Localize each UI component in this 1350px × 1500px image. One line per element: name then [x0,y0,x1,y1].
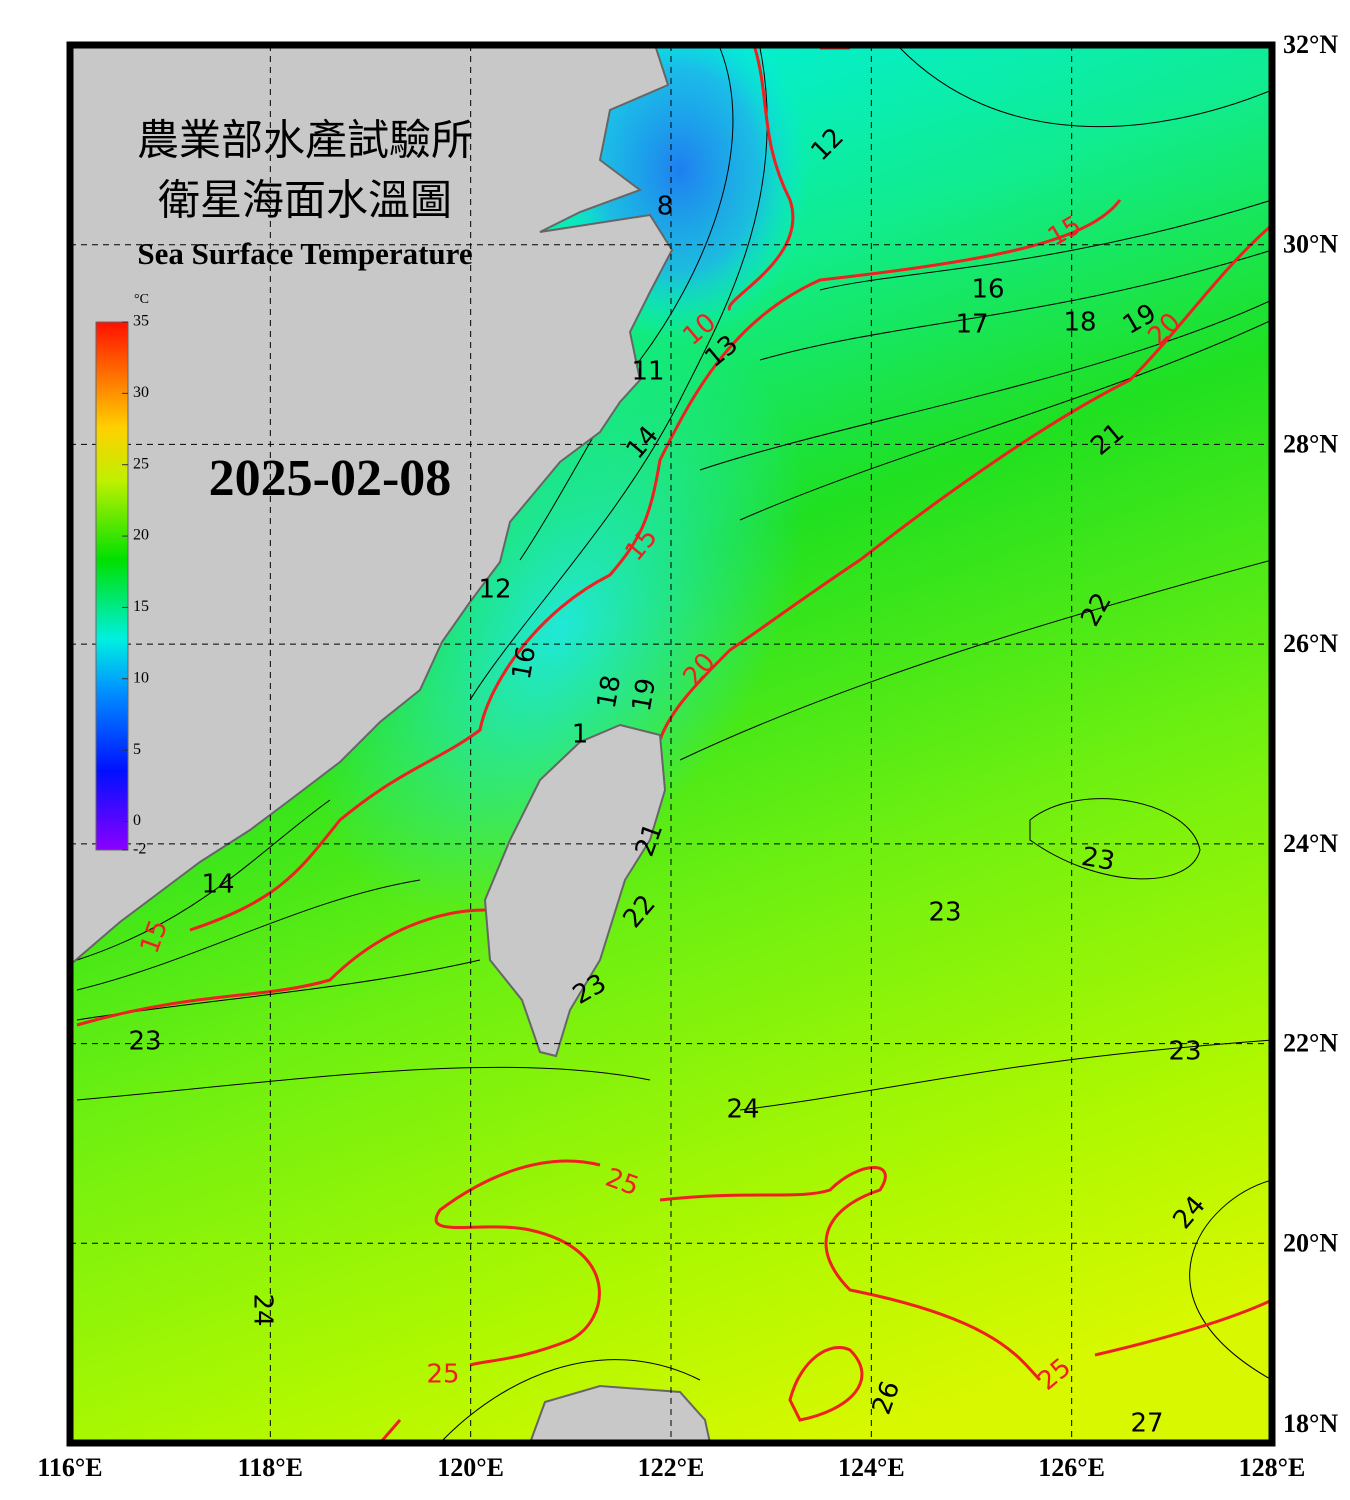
y-tick-label: 20°N [1283,1228,1338,1257]
x-tick-label: 126°E [1038,1453,1105,1482]
contour-label: 23 [1168,1037,1201,1067]
contour-label: 25 [426,1360,459,1390]
subtitle: 衛星海面水溫圖 [158,179,452,225]
contour-label: 18 [1063,308,1096,338]
y-tick-label: 18°N [1283,1409,1338,1438]
colorbar-tick-label: 35 [133,313,149,330]
y-tick-label: 24°N [1283,829,1338,858]
contour-label: 16 [507,644,542,682]
contour-label: 12 [478,575,511,605]
colorbar-tick-label: 15 [133,598,149,615]
contour-label: 8 [657,192,674,222]
contour-label: 18 [592,673,627,711]
x-tick-label: 118°E [238,1453,303,1482]
contour-label: 27 [1130,1409,1163,1439]
map-frame [66,41,1276,1447]
colorbar-tick-label: 10 [133,669,149,686]
contour-label: 11 [631,357,664,387]
contour-label: 23 [928,898,961,928]
contour-label: 24 [248,1293,278,1326]
colorbar-unit: °C [134,292,149,307]
contour-label: 24 [726,1095,759,1125]
land-luzon [528,1384,712,1443]
contour-label: 14 [201,870,234,900]
colorbar-tick-label: 30 [133,384,149,401]
contour-label: 1 [572,720,589,750]
y-tick-label: 30°N [1283,230,1338,259]
title-en: Sea Surface Temperature [137,236,472,271]
contour-label: 19 [627,676,662,714]
y-tick-label: 26°N [1283,629,1338,658]
contour-label: 23 [128,1027,161,1057]
land-taiwan [483,723,667,1058]
colorbar-tick-label: 25 [133,455,149,472]
x-tick-label: 128°E [1239,1453,1306,1482]
land-china [70,45,674,967]
colorbar-tick-label: 5 [133,741,141,758]
x-tick-label: 124°E [838,1453,905,1482]
colorbar-tick-label: 20 [133,527,149,544]
x-tick-label: 122°E [638,1453,705,1482]
x-tick-label: 120°E [437,1453,504,1482]
contour-label: 16 [971,275,1004,305]
colorbar [95,321,129,851]
x-tick-label: 116°E [37,1453,102,1482]
y-tick-label: 22°N [1283,1029,1338,1058]
colorbar-tick-label: -2 [133,841,146,858]
y-tick-label: 32°N [1283,30,1338,59]
colorbar-tick-label: 0 [133,812,141,829]
y-tick-label: 28°N [1283,429,1338,458]
title: 農業部水產試驗所 [137,118,473,165]
date: 2025-02-08 [209,450,452,507]
grid [70,45,1272,1443]
contour-label: 23 [1079,842,1117,877]
contour-label: 17 [955,310,988,340]
